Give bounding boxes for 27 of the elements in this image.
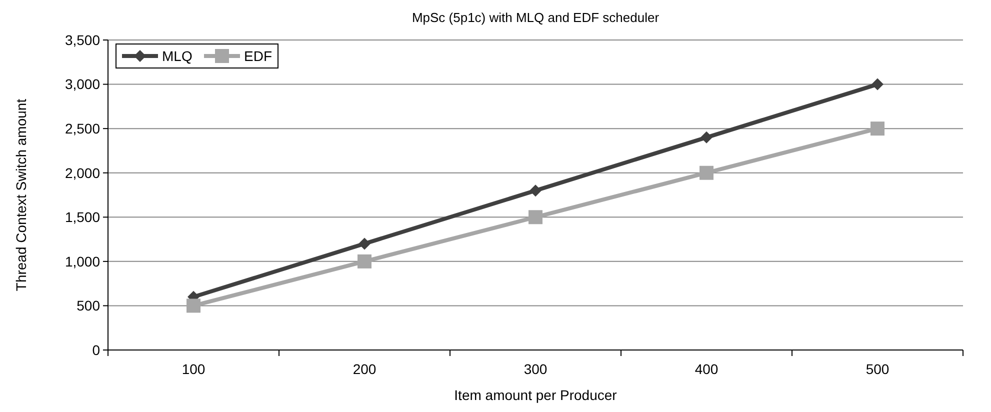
y-tick-label: 3,000 <box>64 76 100 92</box>
chart-title: MpSc (5p1c) with MLQ and EDF scheduler <box>412 10 660 25</box>
y-tick-label: 1,500 <box>64 209 100 226</box>
x-tick-label: 200 <box>352 361 376 377</box>
y-tick-label: 2,000 <box>64 164 100 181</box>
legend-label: EDF <box>244 48 272 64</box>
x-axis-title: Item amount per Producer <box>454 387 618 403</box>
point <box>358 254 372 268</box>
point <box>870 122 884 136</box>
point <box>186 298 200 313</box>
x-tick-label: 500 <box>866 361 890 377</box>
legend-label: MLQ <box>162 48 192 64</box>
point <box>700 166 714 180</box>
point <box>872 78 884 90</box>
point <box>700 131 712 144</box>
x-tick-label: 400 <box>694 361 718 377</box>
y-tick-label: 1,000 <box>64 253 100 270</box>
y-tick-label: 3,500 <box>64 32 100 48</box>
y-tick-label: 500 <box>76 298 100 314</box>
point <box>530 184 542 197</box>
y-axis-title: Thread Context Switch amount <box>13 98 29 292</box>
x-tick-label: 300 <box>524 361 548 377</box>
point <box>528 210 542 224</box>
y-tick-label: 2,500 <box>64 120 100 136</box>
x-tick-label: 100 <box>182 361 206 377</box>
point <box>358 238 370 250</box>
y-tick-label: 0 <box>92 342 100 358</box>
